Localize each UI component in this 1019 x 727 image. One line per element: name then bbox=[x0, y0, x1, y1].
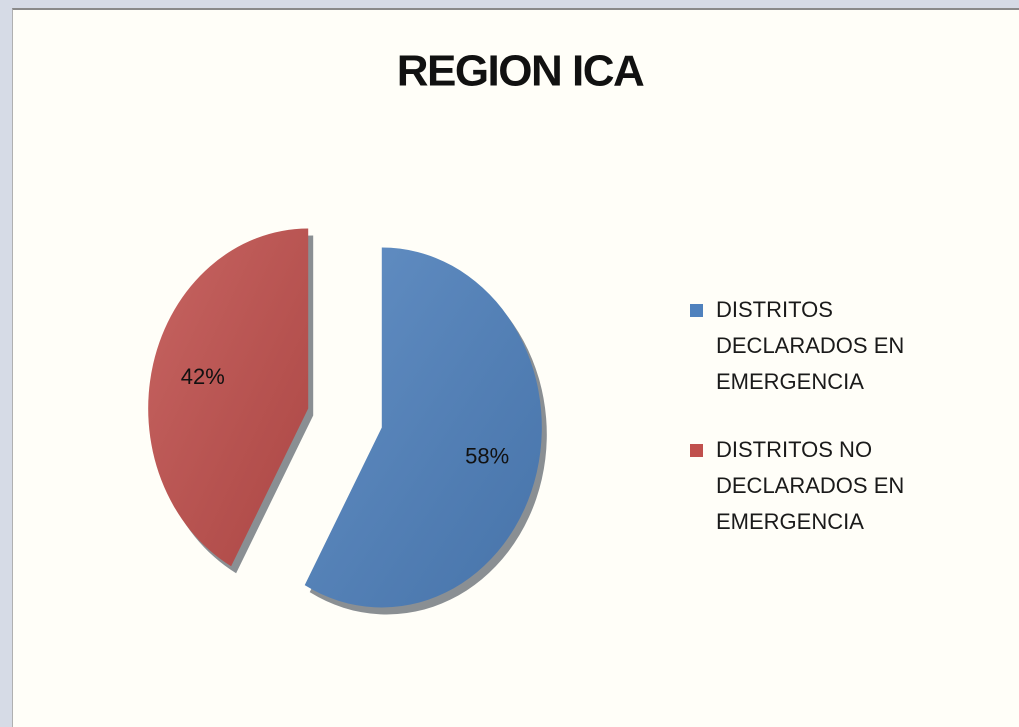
slice-shade bbox=[148, 228, 309, 567]
chart-title: REGION ICA bbox=[397, 47, 644, 96]
data-label: 42% bbox=[181, 364, 225, 389]
legend-item: DISTRITOS NO DECLARADOS EN EMERGENCIA bbox=[690, 432, 990, 540]
legend-swatch bbox=[690, 444, 703, 457]
legend-label: DISTRITOS DECLARADOS EN EMERGENCIA bbox=[716, 297, 905, 394]
legend-label: DISTRITOS NO DECLARADOS EN EMERGENCIA bbox=[716, 437, 905, 534]
data-label: 58% bbox=[465, 444, 509, 469]
slice-shade bbox=[304, 247, 542, 608]
legend-item: DISTRITOS DECLARADOS EN EMERGENCIA bbox=[690, 292, 990, 400]
legend-swatch bbox=[690, 304, 703, 317]
